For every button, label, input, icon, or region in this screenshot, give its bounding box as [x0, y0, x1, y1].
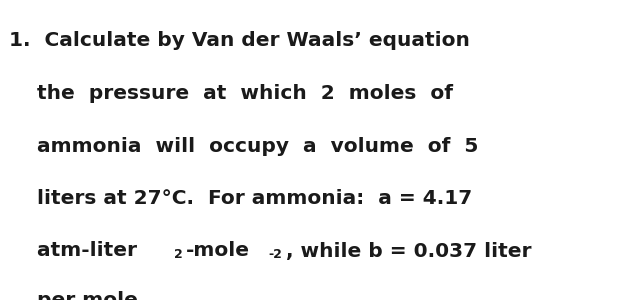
Text: -2: -2 — [268, 248, 282, 260]
Text: the  pressure  at  which  2  moles  of: the pressure at which 2 moles of — [9, 84, 453, 103]
Text: liters at 27°C.  For ammonia:  a = 4.17: liters at 27°C. For ammonia: a = 4.17 — [9, 189, 473, 208]
Text: , while b = 0.037 liter: , while b = 0.037 liter — [286, 242, 532, 260]
Text: -mole: -mole — [186, 242, 250, 260]
Text: 1.  Calculate by Van der Waals’ equation: 1. Calculate by Van der Waals’ equation — [9, 32, 470, 50]
Text: atm-liter: atm-liter — [9, 242, 137, 260]
Text: per mole.: per mole. — [9, 291, 146, 300]
Text: ammonia  will  occupy  a  volume  of  5: ammonia will occupy a volume of 5 — [9, 136, 479, 155]
Text: 2: 2 — [175, 248, 183, 260]
